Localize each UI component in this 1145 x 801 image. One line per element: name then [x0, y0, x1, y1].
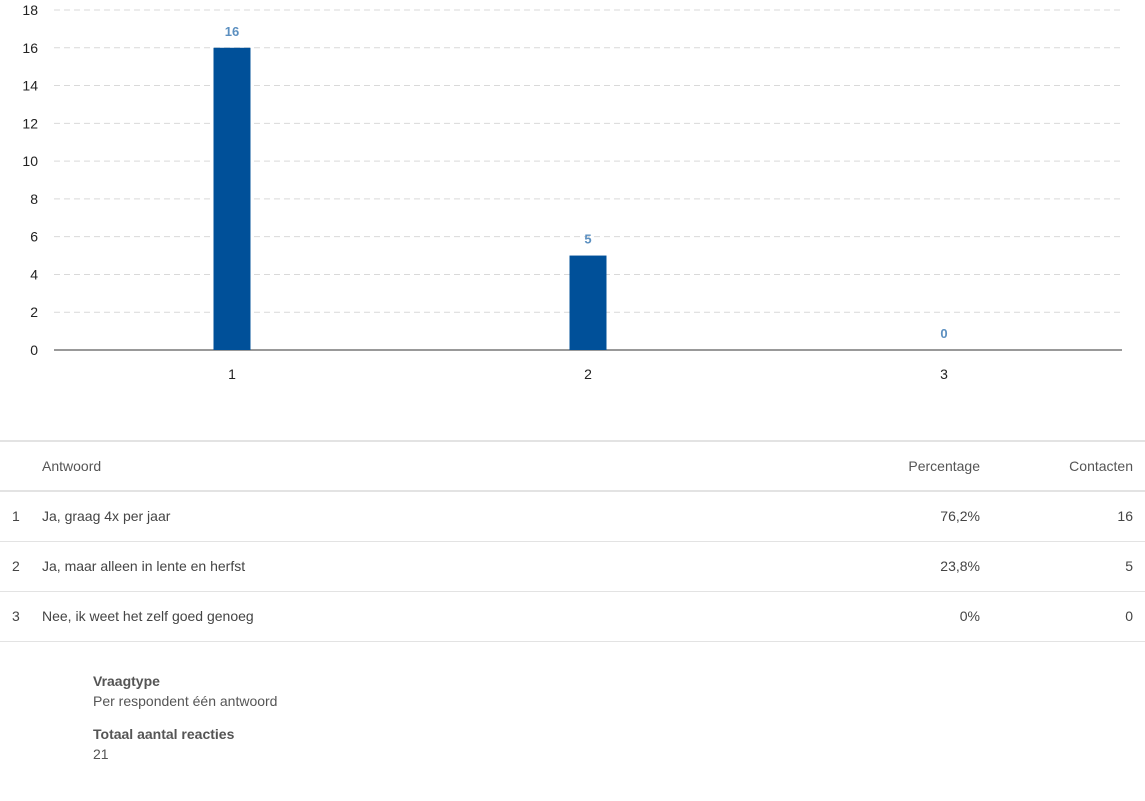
data-label: 0: [940, 326, 947, 341]
row-answer: Nee, ik weet het zelf goed genoeg: [42, 608, 254, 624]
y-axis: 0 2 4 6 8 10 12 14 16 18: [22, 2, 38, 358]
row-number: 1: [12, 508, 20, 525]
header-percentage: Percentage: [908, 458, 980, 474]
x-tick-label: 3: [940, 366, 948, 382]
y-tick-label: 2: [30, 304, 38, 320]
table-header-row: Antwoord Percentage Contacten: [0, 441, 1145, 491]
question-type-label: Vraagtype: [93, 673, 160, 689]
row-number: 2: [12, 558, 20, 574]
y-tick-label: 4: [30, 266, 38, 282]
row-percentage: 76,2%: [940, 508, 980, 525]
x-tick-label: 1: [228, 366, 236, 382]
total-responses-label: Totaal aantal reacties: [93, 726, 235, 742]
y-tick-label: 10: [22, 153, 38, 169]
results-table: Antwoord Percentage Contacten 1 Ja, graa…: [0, 440, 1145, 642]
table-row: 1 Ja, graag 4x per jaar 76,2% 16: [0, 491, 1145, 541]
total-responses-block: Totaal aantal reacties 21: [93, 726, 277, 762]
row-contacts: 5: [1125, 558, 1133, 574]
table-row: 2 Ja, maar alleen in lente en herfst 23,…: [0, 541, 1145, 591]
x-axis: 1 2 3: [228, 366, 948, 382]
row-answer: Ja, graag 4x per jaar: [42, 508, 171, 525]
row-answer: Ja, maar alleen in lente en herfst: [42, 558, 246, 574]
bar: [569, 255, 607, 350]
y-tick-label: 14: [22, 78, 38, 94]
row-percentage: 23,8%: [940, 558, 980, 574]
y-tick-label: 12: [22, 115, 38, 131]
data-label: 5: [584, 232, 591, 247]
header-answer: Antwoord: [42, 458, 102, 474]
y-tick-label: 16: [22, 40, 38, 56]
data-label: 16: [225, 24, 239, 39]
y-tick-label: 8: [30, 191, 38, 207]
question-type-block: Vraagtype Per respondent één antwoord: [93, 673, 277, 709]
y-tick-label: 6: [30, 229, 38, 245]
row-contacts: 16: [1117, 508, 1133, 525]
table-row: 3 Nee, ik weet het zelf goed genoeg 0% 0: [0, 591, 1145, 641]
total-responses-value: 21: [93, 746, 109, 762]
question-meta: Vraagtype Per respondent één antwoord To…: [93, 673, 277, 779]
y-tick-label: 18: [22, 2, 38, 18]
row-contacts: 0: [1125, 608, 1133, 624]
y-tick-label: 0: [30, 342, 38, 358]
header-contacts: Contacten: [1069, 458, 1133, 474]
bar: [213, 47, 251, 351]
x-tick-label: 2: [584, 366, 592, 382]
row-percentage: 0%: [959, 608, 980, 624]
header-number: [0, 441, 41, 491]
row-number: 3: [12, 608, 20, 624]
question-type-value: Per respondent één antwoord: [93, 693, 278, 709]
